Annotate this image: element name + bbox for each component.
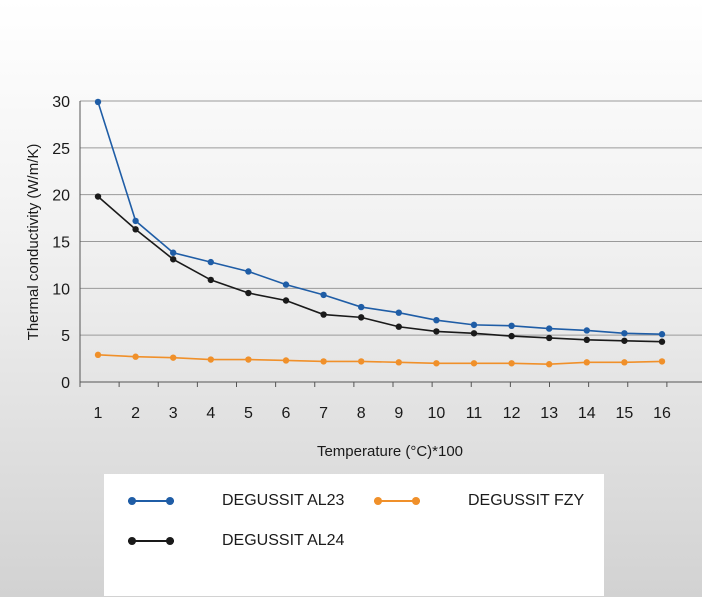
data-point — [132, 353, 139, 360]
data-point — [433, 360, 440, 367]
legend-swatch-al24 — [128, 530, 174, 552]
legend-item-al23: DEGUSSIT AL23 — [128, 490, 344, 512]
data-point — [282, 357, 290, 364]
legend-label-al24: DEGUSSIT AL24 — [222, 532, 345, 549]
y-tick-label: 5 — [61, 328, 70, 345]
series-line-2 — [97, 354, 663, 366]
x-tick-label: 1 — [94, 405, 103, 422]
x-tick-label: 3 — [169, 405, 178, 422]
data-point — [395, 323, 402, 330]
data-point — [94, 193, 102, 200]
legend-swatch-fzy — [374, 490, 420, 512]
legend-label-fzy: DEGUSSIT FZY — [468, 492, 585, 509]
series-line-1 — [97, 195, 663, 343]
data-point — [621, 330, 628, 337]
x-tick-label: 6 — [282, 405, 291, 422]
legend-label-al23: DEGUSSIT AL23 — [222, 492, 345, 509]
x-tick-label: 8 — [357, 405, 366, 422]
data-point — [245, 356, 252, 363]
legend-item-fzy: DEGUSSIT FZY — [374, 490, 584, 512]
data-point — [132, 226, 139, 233]
y-tick-label: 0 — [61, 375, 70, 392]
x-tick-label: 12 — [503, 405, 521, 422]
data-point — [546, 334, 553, 342]
data-point — [546, 325, 553, 332]
data-point — [621, 337, 628, 344]
y-tick-label: 25 — [52, 141, 70, 158]
data-point — [207, 258, 214, 266]
data-point — [470, 330, 478, 337]
data-point — [170, 354, 177, 361]
legend-swatch-al23 — [128, 490, 174, 512]
data-point — [207, 356, 214, 363]
legend: DEGUSSIT AL23 DEGUSSIT FZY DEGUSSIT AL24 — [104, 474, 604, 596]
data-point — [320, 358, 327, 365]
y-tick-label: 20 — [52, 188, 70, 205]
y-axis-title: Thermal conductivity (W/m/K) — [25, 144, 42, 341]
data-point — [170, 256, 177, 263]
data-point — [245, 289, 252, 297]
data-point — [621, 359, 628, 366]
x-tick-label: 11 — [466, 405, 483, 422]
data-point — [358, 303, 365, 311]
data-point — [132, 217, 139, 225]
y-tick-label: 30 — [52, 94, 70, 111]
x-tick-label: 5 — [244, 405, 253, 422]
data-point — [358, 314, 365, 321]
data-point — [320, 291, 327, 299]
data-point — [658, 338, 666, 345]
data-point — [658, 331, 666, 338]
x-tick-label: 13 — [540, 405, 558, 422]
x-tick-label: 15 — [616, 405, 634, 422]
data-point — [320, 311, 327, 318]
data-point — [94, 351, 102, 359]
x-tick-label: 14 — [578, 405, 596, 422]
data-point — [282, 281, 290, 288]
data-point — [170, 249, 177, 256]
data-point — [546, 361, 553, 368]
x-tick-label: 10 — [428, 405, 446, 422]
data-point — [433, 328, 440, 335]
x-tick-label: 16 — [653, 405, 671, 422]
x-tick-label: 2 — [131, 405, 140, 422]
legend-item-al24: DEGUSSIT AL24 — [128, 530, 344, 552]
x-tick-label: 9 — [394, 405, 403, 422]
data-point — [94, 98, 102, 106]
data-point — [508, 332, 515, 340]
y-tick-label: 10 — [52, 281, 70, 298]
data-point — [583, 359, 590, 366]
data-point — [583, 327, 590, 334]
data-point — [508, 360, 515, 367]
x-tick-label: 4 — [206, 405, 215, 422]
data-point — [433, 316, 440, 324]
data-point — [207, 276, 214, 284]
data-point — [508, 322, 515, 329]
x-axis-title: Temperature (°C)*100 — [317, 443, 463, 460]
x-tick-label: 7 — [319, 405, 328, 422]
data-point — [658, 358, 666, 365]
data-point — [583, 336, 590, 344]
data-point — [470, 321, 478, 329]
data-point — [470, 360, 478, 367]
data-point — [395, 359, 402, 366]
y-tick-label: 15 — [52, 235, 70, 252]
data-point — [282, 297, 290, 304]
data-point — [395, 309, 402, 316]
data-point — [245, 268, 252, 275]
data-point — [358, 358, 365, 365]
series-line-0 — [97, 101, 663, 336]
